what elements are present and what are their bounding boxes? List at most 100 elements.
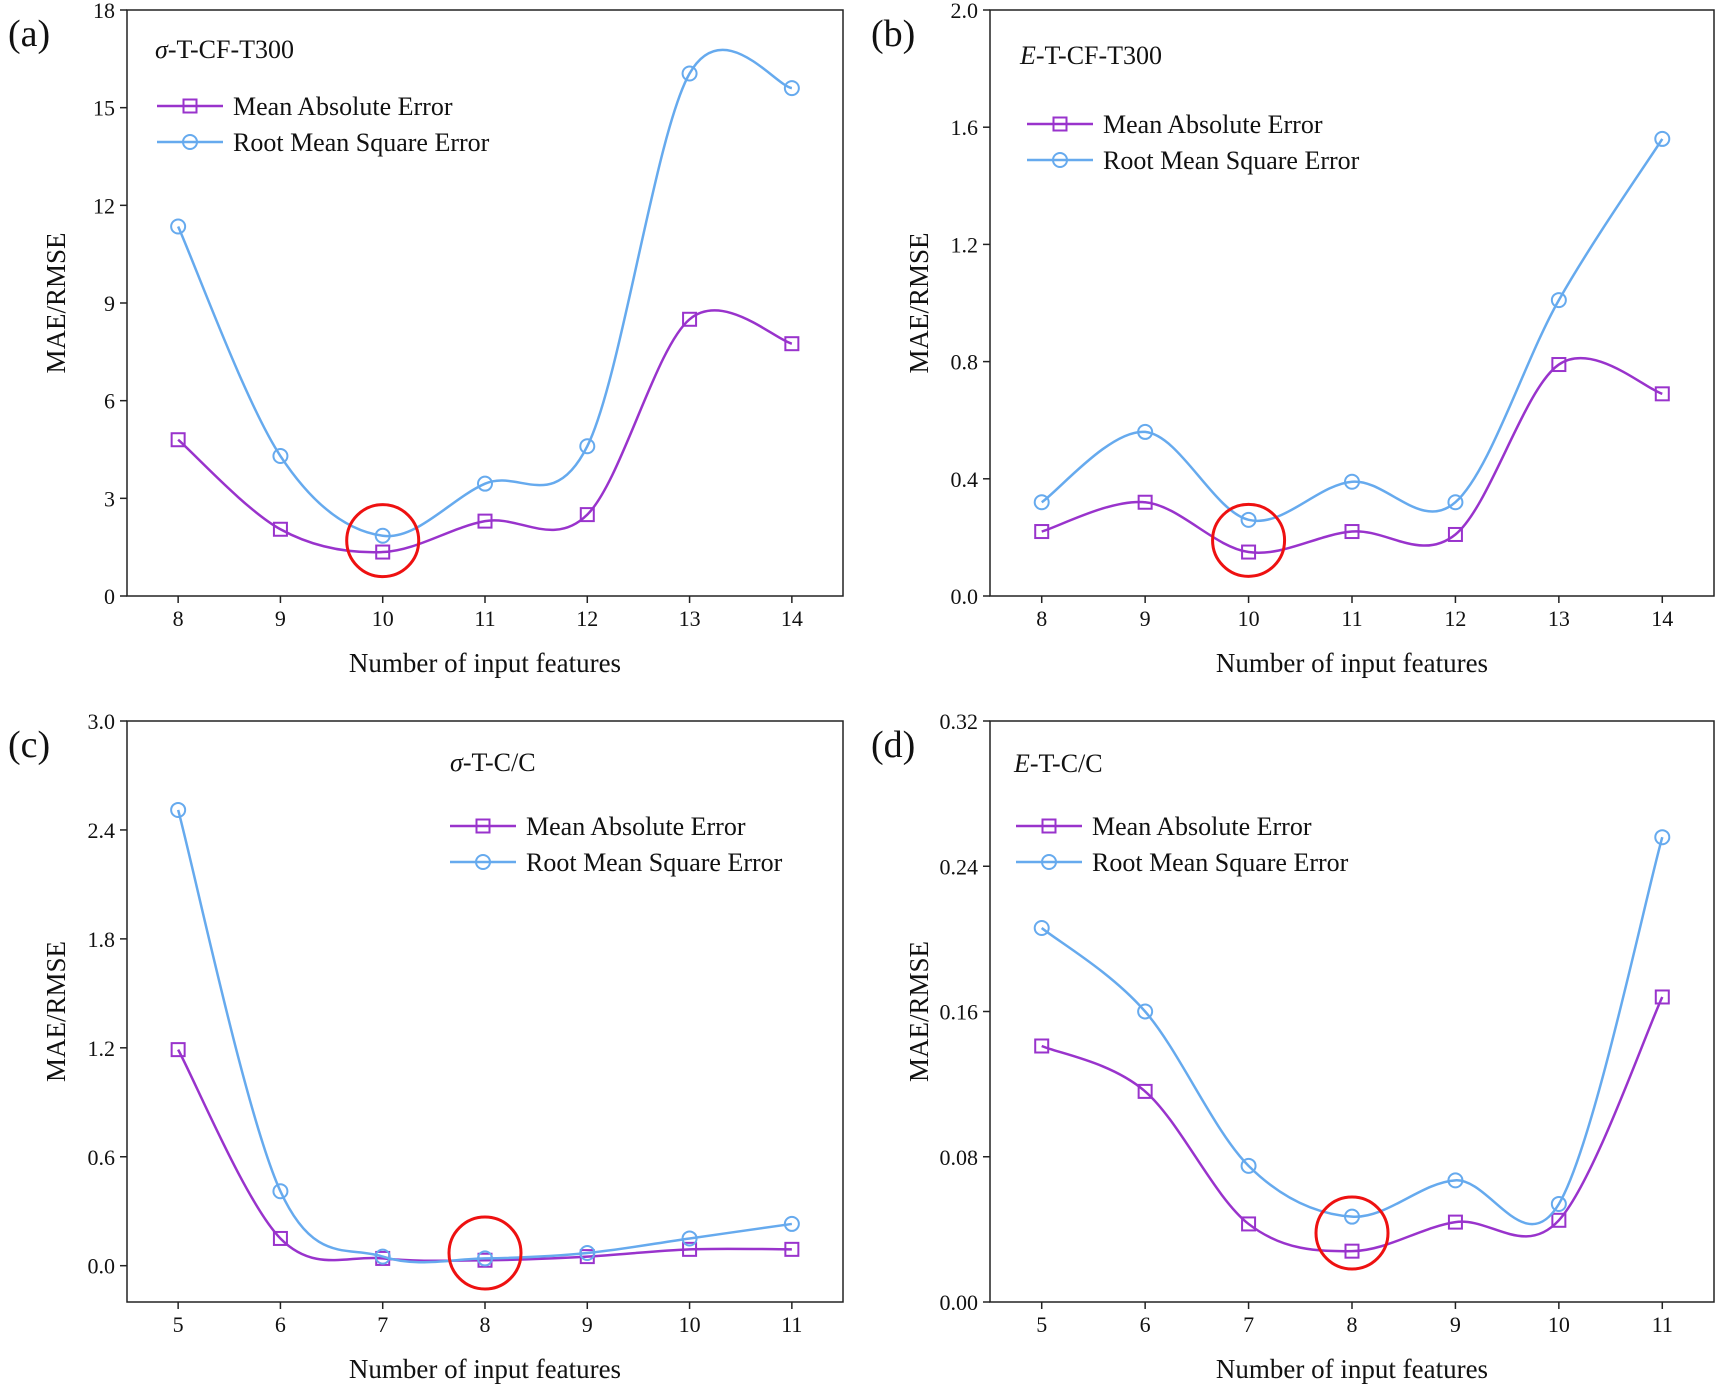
highlight-circle bbox=[447, 1215, 523, 1291]
y-tick-label: 18 bbox=[93, 0, 115, 23]
legend-marker bbox=[182, 98, 198, 114]
x-tick-label: 8 bbox=[173, 606, 184, 631]
data-point-rmse bbox=[272, 1183, 289, 1200]
data-point-mae bbox=[1241, 1216, 1257, 1232]
chart-title: E-T-CF-T300 bbox=[1019, 41, 1162, 70]
legend-marker bbox=[1052, 152, 1068, 168]
chart-title-symbol: σ bbox=[155, 35, 169, 64]
y-tick-label: 9 bbox=[104, 291, 115, 316]
y-tick-label: 0.16 bbox=[940, 1000, 979, 1025]
data-point-mae bbox=[1551, 1212, 1567, 1228]
data-point-rmse bbox=[1137, 423, 1154, 440]
series-line-mae bbox=[177, 1049, 792, 1263]
x-tick-label: 12 bbox=[1444, 606, 1466, 631]
y-axis-title: MAE/RMSE bbox=[41, 941, 71, 1082]
y-tick-label: 0.6 bbox=[88, 1145, 116, 1170]
data-point-rmse bbox=[681, 65, 698, 82]
data-point-mae bbox=[1654, 386, 1670, 402]
legend-marker bbox=[475, 854, 491, 870]
x-tick-label: 11 bbox=[781, 1312, 802, 1337]
series-line-rmse bbox=[176, 48, 793, 538]
x-tick-label: 13 bbox=[679, 606, 701, 631]
x-tick-label: 12 bbox=[576, 606, 598, 631]
y-tick-label: 3.0 bbox=[88, 709, 116, 734]
y-tick-label: 0.0 bbox=[88, 1254, 116, 1279]
data-point-mae bbox=[272, 521, 288, 537]
chart-title-symbol: σ bbox=[450, 748, 464, 777]
data-point-mae bbox=[1344, 524, 1360, 540]
data-point-mae bbox=[579, 507, 595, 523]
x-tick-label: 10 bbox=[679, 1312, 701, 1337]
series-line-rmse bbox=[176, 809, 793, 1264]
data-point-rmse bbox=[1550, 1195, 1567, 1212]
data-point-rmse bbox=[1240, 511, 1257, 528]
data-point-mae bbox=[784, 1241, 800, 1257]
data-point-rmse bbox=[272, 448, 289, 465]
highlight-circle bbox=[345, 503, 421, 579]
y-tick-label: 0.32 bbox=[940, 709, 979, 734]
y-tick-label: 0.00 bbox=[940, 1290, 979, 1315]
x-tick-label: 9 bbox=[275, 606, 286, 631]
data-point-mae bbox=[1034, 1038, 1050, 1054]
data-point-rmse bbox=[1033, 494, 1050, 511]
legend-marker bbox=[1041, 854, 1057, 870]
panel-a: (a) 0 3 6 9 12 15 18 8 9 10 11 12 13 14 Number of input… bbox=[8, 0, 844, 678]
data-point-rmse bbox=[1240, 1157, 1257, 1174]
x-axis-title: Number of input features bbox=[349, 1354, 621, 1384]
data-point-rmse bbox=[1033, 919, 1050, 936]
data-point-rmse bbox=[170, 801, 187, 818]
data-point-rmse bbox=[374, 527, 391, 544]
y-tick-label: 15 bbox=[93, 96, 115, 121]
data-point-rmse bbox=[1137, 1003, 1154, 1020]
x-axis-title: Number of input features bbox=[1216, 1354, 1488, 1384]
highlight-circle bbox=[1211, 502, 1287, 578]
legend-label-mae: Mean Absolute Error bbox=[1092, 812, 1312, 841]
y-tick-label: 1.2 bbox=[88, 1036, 116, 1061]
data-point-mae bbox=[1344, 1243, 1360, 1259]
y-tick-label: 0.4 bbox=[951, 467, 979, 492]
chart-title-rest: -T-CF-T300 bbox=[1036, 41, 1162, 70]
chart-title-symbol: E bbox=[1019, 41, 1036, 70]
legend-label-rmse: Root Mean Square Error bbox=[526, 848, 783, 877]
x-tick-label: 11 bbox=[1652, 1312, 1673, 1337]
legend-marker bbox=[1052, 116, 1068, 132]
data-point-mae bbox=[682, 311, 698, 327]
plot-frame bbox=[989, 720, 1715, 1303]
data-point-mae bbox=[1447, 1214, 1463, 1230]
panel-label: (b) bbox=[871, 13, 915, 55]
series-line-rmse bbox=[1040, 836, 1664, 1226]
x-tick-label: 7 bbox=[377, 1312, 388, 1337]
panel-label: (d) bbox=[871, 724, 915, 766]
x-tick-label: 7 bbox=[1243, 1312, 1254, 1337]
y-tick-label: 3 bbox=[104, 486, 115, 511]
y-tick-label: 0.0 bbox=[951, 584, 979, 609]
series-line-mae bbox=[1041, 996, 1664, 1253]
chart-title-rest: -T-CF-T300 bbox=[168, 35, 294, 64]
y-tick-label: 1.2 bbox=[951, 232, 979, 257]
panel-c: (c) 0.0 0.6 1.2 1.8 2.4 3.0 5 6 7 8 9 10 11 Number of … bbox=[8, 709, 844, 1384]
x-axis-title: Number of input features bbox=[1216, 648, 1488, 678]
highlight-circle bbox=[1314, 1195, 1390, 1271]
plot-frame bbox=[989, 9, 1715, 597]
y-tick-label: 1.8 bbox=[88, 927, 116, 952]
y-tick-label: 6 bbox=[104, 389, 115, 414]
y-tick-label: 0.08 bbox=[940, 1145, 979, 1170]
data-point-mae bbox=[1034, 524, 1050, 540]
x-tick-label: 8 bbox=[1036, 606, 1047, 631]
x-tick-label: 5 bbox=[173, 1312, 184, 1337]
data-point-rmse bbox=[1447, 494, 1464, 511]
series-line-rmse bbox=[1040, 138, 1664, 523]
data-point-rmse bbox=[477, 475, 493, 492]
y-tick-label: 0.8 bbox=[951, 350, 979, 375]
legend-label-mae: Mean Absolute Error bbox=[1103, 110, 1323, 139]
data-point-mae bbox=[1137, 494, 1153, 510]
data-point-rmse bbox=[374, 1248, 391, 1265]
data-point-rmse bbox=[783, 80, 800, 97]
x-tick-label: 8 bbox=[1347, 1312, 1358, 1337]
legend-marker bbox=[182, 134, 198, 150]
x-tick-label: 9 bbox=[1140, 606, 1151, 631]
data-point-rmse bbox=[1344, 473, 1360, 490]
y-tick-label: 1.6 bbox=[951, 115, 979, 140]
data-point-rmse bbox=[579, 438, 596, 455]
x-tick-label: 10 bbox=[372, 606, 394, 631]
